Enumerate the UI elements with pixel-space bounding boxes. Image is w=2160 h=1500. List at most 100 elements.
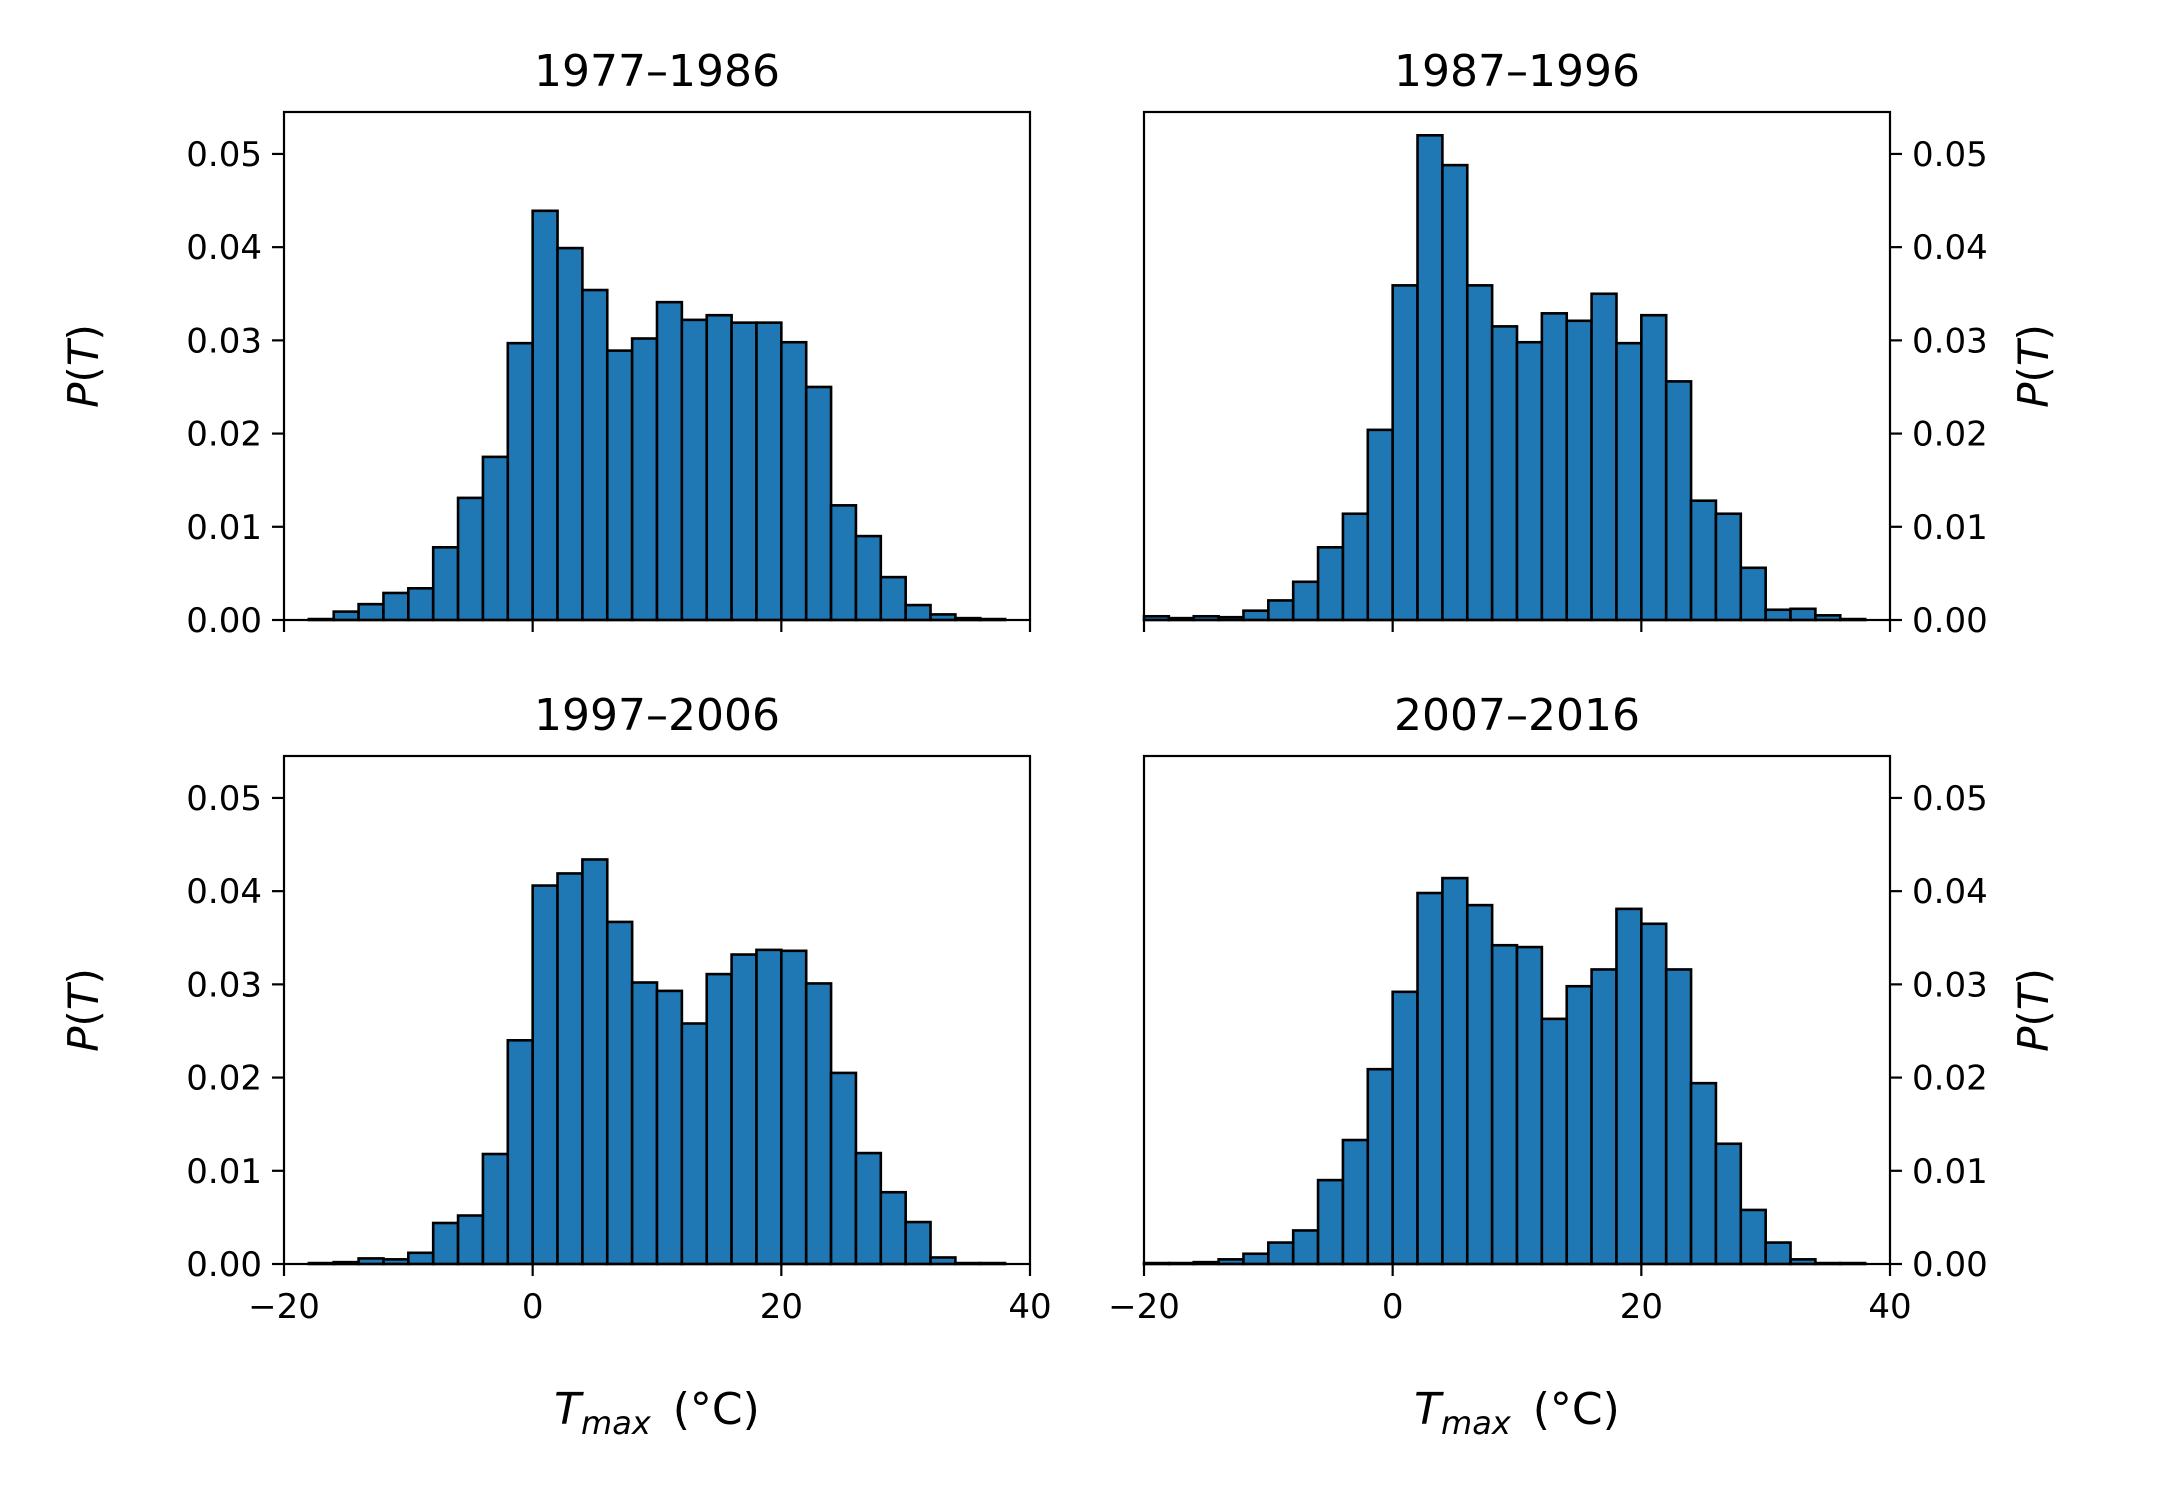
histogram-bar (904, 1220, 932, 1266)
panel-title: 1997–2006 (534, 690, 780, 741)
histogram-bar (705, 313, 733, 622)
y-tick-label: 0.04 (1912, 228, 1988, 268)
y-tick-label: 0.04 (186, 872, 262, 912)
y-tick-label: 0.05 (1912, 779, 1988, 819)
x-axis-label: Tmax (°C) (554, 1384, 760, 1442)
y-axis-label: P(T) (2009, 968, 2058, 1052)
y-tick-label: 0.01 (1912, 1152, 1988, 1192)
y-tick-label: 0.01 (186, 1152, 262, 1192)
histogram-bar (879, 1190, 907, 1266)
histogram-bar (531, 209, 559, 622)
histogram-bar (506, 341, 534, 622)
x-tick-label: 20 (1620, 1287, 1663, 1327)
histogram-bar (854, 534, 883, 622)
histogram-bar (1515, 340, 1544, 622)
histogram-bar (481, 455, 510, 622)
histogram-bar (1739, 1208, 1767, 1266)
panel-title: 1977–1986 (534, 46, 780, 97)
histogram-bar (407, 1251, 435, 1266)
histogram-bar (1789, 607, 1817, 622)
histogram-bar (1640, 922, 1668, 1266)
y-tick-label: 0.04 (1912, 872, 1988, 912)
histogram-bar (655, 989, 684, 1266)
histogram-bar (581, 288, 609, 622)
histogram-bar (630, 337, 659, 622)
histogram-bar (1465, 903, 1494, 1266)
histogram-bar (854, 1151, 883, 1266)
y-tick-label: 0.02 (1912, 415, 1988, 455)
histogram-bar (382, 591, 410, 622)
histogram-bar (581, 858, 609, 1266)
histogram-bar (1540, 312, 1569, 622)
histogram-bar (1565, 319, 1593, 622)
panel-1: 1977–1986 0.00 0.01 0.02 0.03 0.04 0.05 P(T) (59, 46, 1032, 641)
histogram-bar (755, 321, 783, 622)
panel-4: 2007–2016 0.00 0.01 0.02 0.03 0.04 0.05 −20 0 20 4… (1108, 690, 2058, 1442)
histogram-bar (1590, 968, 1618, 1266)
histogram-bar (730, 321, 758, 622)
panel-3: 1997–2006 0.00 0.01 0.02 0.03 0.04 0.05 −20 0 20 4… (59, 690, 1052, 1442)
axes-frame (1142, 110, 1892, 622)
histogram-bar (431, 1221, 460, 1266)
histogram-bar (1341, 512, 1370, 622)
histogram-bar (804, 982, 833, 1266)
y-tick-label: 0.05 (186, 135, 262, 175)
panel-title: 2007–2016 (1394, 690, 1640, 741)
axes-frame (282, 754, 1032, 1266)
histogram-bar (1267, 1241, 1295, 1266)
histogram-bar (1640, 313, 1668, 622)
histogram-bar (1615, 907, 1643, 1266)
histogram-bar (456, 1214, 485, 1266)
histogram-bar (506, 1038, 534, 1266)
histogram-bar (407, 587, 435, 622)
histogram-bar (879, 575, 907, 622)
y-axis-label: P(T) (59, 324, 108, 408)
histogram-bar (1391, 284, 1419, 622)
histogram-bar (1316, 1178, 1345, 1266)
histogram-bar (680, 1022, 709, 1266)
histogram-bar (605, 920, 634, 1266)
histogram-bar (680, 318, 709, 622)
y-axis-label: P(T) (2009, 324, 2058, 408)
y-tick-label: 0.00 (1912, 601, 1988, 641)
y-tick-label: 0.01 (1912, 508, 1988, 548)
y-tick-label: 0.04 (186, 228, 262, 268)
histogram-bar (1391, 990, 1419, 1266)
y-tick-label: 0.05 (186, 779, 262, 819)
histogram-bar (1441, 876, 1469, 1266)
histogram-bar (1490, 325, 1519, 622)
histogram-bar (1689, 499, 1718, 622)
histogram-bar (755, 948, 783, 1266)
histogram-bar (431, 545, 460, 622)
y-tick-label: 0.02 (186, 1059, 262, 1099)
histogram-bar (1615, 341, 1643, 622)
histogram-bar (655, 300, 684, 622)
y-tick-label: 0.02 (186, 415, 262, 455)
histogram-bar (1714, 1142, 1743, 1266)
histogram-bar (1291, 580, 1320, 622)
histogram-bar (1242, 1252, 1270, 1266)
y-tick-label: 0.00 (186, 601, 262, 641)
histogram-bar (904, 603, 932, 622)
panel-2: 1987–1996 0.00 0.01 0.02 0.03 0.04 0.05 P(T) (1142, 46, 2058, 641)
histogram-bar (1664, 968, 1693, 1266)
histogram-bar (1366, 1067, 1394, 1266)
histogram-bar (556, 246, 584, 622)
histogram-bar (1490, 943, 1519, 1266)
histogram-bar (1416, 891, 1444, 1266)
histogram-bar (1416, 134, 1444, 622)
histogram-bar (1366, 428, 1394, 622)
histogram-bar (1291, 1229, 1320, 1266)
histogram-bar (780, 949, 808, 1266)
x-tick-label: −20 (248, 1287, 320, 1327)
histogram-bar (1714, 512, 1743, 622)
y-tick-label: 0.02 (1912, 1059, 1988, 1099)
histogram-bar (705, 972, 733, 1266)
histogram-bar (780, 340, 808, 622)
histogram-bar (829, 1071, 858, 1266)
histogram-bar (556, 872, 584, 1266)
x-axis-label: Tmax (°C) (1414, 1384, 1620, 1442)
histogram-bar (1664, 380, 1693, 622)
y-tick-label: 0.03 (186, 321, 262, 361)
